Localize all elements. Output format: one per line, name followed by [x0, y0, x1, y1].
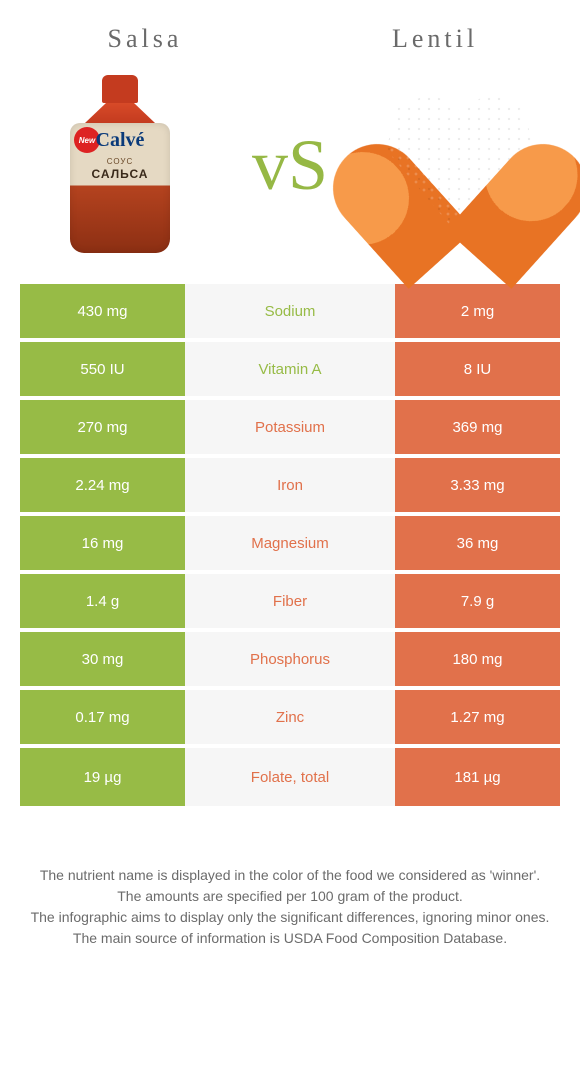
salsa-image: New Calvé СОУС САЛЬСА [40, 70, 200, 260]
footnote-line: The amounts are specified per 100 gram o… [30, 887, 550, 906]
right-value: 1.27 mg [395, 690, 560, 744]
vs-label: vs [252, 129, 328, 201]
left-value: 1.4 g [20, 574, 185, 628]
nutrient-name: Magnesium [185, 516, 395, 570]
nutrient-name: Zinc [185, 690, 395, 744]
left-value: 0.17 mg [20, 690, 185, 744]
title-lentil: Lentil [290, 24, 580, 54]
footnote-line: The main source of information is USDA F… [30, 929, 550, 948]
right-value: 180 mg [395, 632, 560, 686]
nutrient-name: Sodium [185, 284, 395, 338]
table-row: 19 µgFolate, total181 µg [20, 748, 560, 806]
right-value: 181 µg [395, 748, 560, 806]
table-row: 1.4 gFiber7.9 g [20, 574, 560, 632]
nutrient-name: Phosphorus [185, 632, 395, 686]
right-value: 369 mg [395, 400, 560, 454]
left-value: 430 mg [20, 284, 185, 338]
left-value: 30 mg [20, 632, 185, 686]
brand-label: Calvé [70, 129, 170, 152]
table-row: 430 mgSodium2 mg [20, 284, 560, 342]
nutrient-name: Iron [185, 458, 395, 512]
images-row: New Calvé СОУС САЛЬСА vs [0, 62, 580, 284]
left-value: 19 µg [20, 748, 185, 806]
pkg-line2: САЛЬСА [70, 167, 170, 181]
pkg-line1: СОУС [70, 157, 170, 166]
right-value: 36 mg [395, 516, 560, 570]
lentil-heart-icon [380, 90, 540, 240]
nutrient-name: Fiber [185, 574, 395, 628]
table-row: 270 mgPotassium369 mg [20, 400, 560, 458]
lentil-image [380, 70, 540, 260]
table-row: 0.17 mgZinc1.27 mg [20, 690, 560, 748]
table-row: 30 mgPhosphorus180 mg [20, 632, 560, 690]
left-value: 270 mg [20, 400, 185, 454]
left-value: 550 IU [20, 342, 185, 396]
table-row: 16 mgMagnesium36 mg [20, 516, 560, 574]
right-value: 8 IU [395, 342, 560, 396]
right-value: 2 mg [395, 284, 560, 338]
nutrient-name: Potassium [185, 400, 395, 454]
table-row: 2.24 mgIron3.33 mg [20, 458, 560, 516]
right-value: 7.9 g [395, 574, 560, 628]
footnotes: The nutrient name is displayed in the co… [30, 866, 550, 948]
footnote-line: The nutrient name is displayed in the co… [30, 866, 550, 885]
nutrient-name: Folate, total [185, 748, 395, 806]
salsa-package-icon: New Calvé СОУС САЛЬСА [65, 75, 175, 255]
footnote-line: The infographic aims to display only the… [30, 908, 550, 927]
nutrient-table: 430 mgSodium2 mg550 IUVitamin A8 IU270 m… [20, 284, 560, 806]
nutrient-name: Vitamin A [185, 342, 395, 396]
table-row: 550 IUVitamin A8 IU [20, 342, 560, 400]
left-value: 16 mg [20, 516, 185, 570]
title-salsa: Salsa [0, 24, 290, 54]
left-value: 2.24 mg [20, 458, 185, 512]
right-value: 3.33 mg [395, 458, 560, 512]
header: Salsa Lentil [0, 0, 580, 62]
